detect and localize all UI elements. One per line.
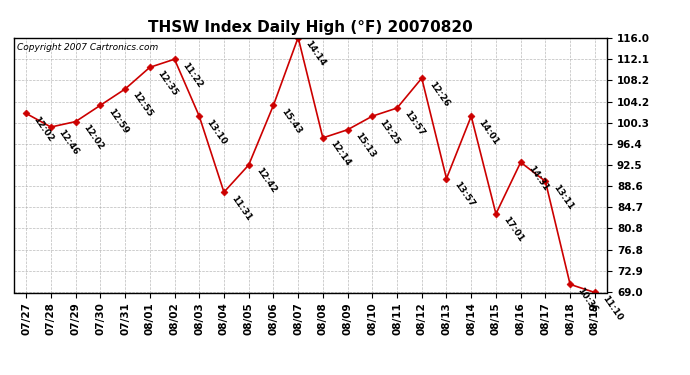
- Text: 12:55: 12:55: [130, 90, 155, 119]
- Text: 12:42: 12:42: [254, 166, 278, 195]
- Text: 12:35: 12:35: [155, 69, 179, 98]
- Title: THSW Index Daily High (°F) 20070820: THSW Index Daily High (°F) 20070820: [148, 20, 473, 35]
- Text: 12:02: 12:02: [81, 123, 105, 152]
- Text: 14:31: 14:31: [526, 164, 550, 192]
- Text: 10:36: 10:36: [575, 286, 600, 314]
- Text: 15:43: 15:43: [279, 107, 303, 135]
- Text: 17:01: 17:01: [502, 215, 525, 244]
- Text: 13:57: 13:57: [452, 180, 476, 209]
- Text: 15:13: 15:13: [353, 131, 377, 160]
- Text: 14:01: 14:01: [477, 117, 500, 146]
- Text: 11:22: 11:22: [180, 61, 204, 89]
- Text: 11:10: 11:10: [600, 294, 624, 322]
- Text: 12:46: 12:46: [57, 128, 80, 157]
- Text: 12:14: 12:14: [328, 139, 353, 168]
- Text: 13:11: 13:11: [551, 183, 575, 211]
- Text: 11:31: 11:31: [230, 194, 253, 222]
- Text: 13:25: 13:25: [378, 117, 402, 146]
- Text: 12:02: 12:02: [32, 115, 55, 143]
- Text: 13:57: 13:57: [402, 110, 426, 138]
- Text: 14:14: 14:14: [304, 39, 328, 68]
- Text: 13:10: 13:10: [205, 117, 228, 146]
- Text: 12:26: 12:26: [427, 80, 451, 108]
- Text: Copyright 2007 Cartronics.com: Copyright 2007 Cartronics.com: [17, 43, 158, 52]
- Text: 12:59: 12:59: [106, 107, 130, 135]
